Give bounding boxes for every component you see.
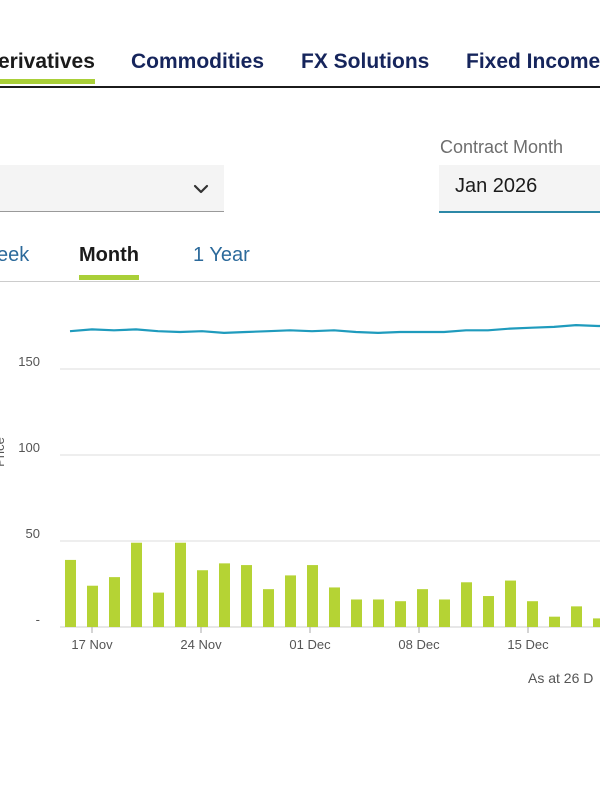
nav-tab-label: Fixed Income: [466, 50, 600, 73]
volume-bar: [329, 587, 340, 627]
volume-bar: [351, 599, 362, 627]
volume-bar: [109, 577, 120, 627]
volume-bar: [285, 575, 296, 627]
volume-bar: [461, 582, 472, 627]
nav-tab-label: Commodities: [131, 50, 265, 73]
nav-tab-fixed-income[interactable]: Fixed Income: [466, 50, 600, 74]
volume-bar: [527, 601, 538, 627]
x-tick-label: 15 Dec: [507, 637, 549, 652]
active-range-indicator: [79, 275, 139, 280]
range-tab-label: Month: [79, 244, 139, 266]
volume-bar: [175, 542, 186, 627]
price-volume-chart: - 50 100 150 Price 17 Nov 24 Nov 01 Dec 08 Dec 15…: [0, 323, 600, 652]
x-tick-label: 01 Dec: [289, 637, 331, 652]
y-tick-label: 150: [18, 354, 40, 369]
volume-bar: [505, 580, 516, 627]
volume-bar: [395, 601, 406, 627]
volume-bar: [87, 585, 98, 627]
contract-month-value: Jan 2026: [455, 175, 538, 197]
chevron-down-icon: [193, 184, 209, 194]
nav-tab-commodities[interactable]: Commodities: [131, 50, 264, 74]
volume-bar: [219, 563, 230, 627]
contract-month-select[interactable]: Jan 2026: [439, 165, 600, 213]
range-tab-1-year[interactable]: 1 Year: [193, 244, 250, 267]
volume-bar: [373, 599, 384, 627]
nav-tab-label: erivatives: [0, 50, 95, 73]
y-tick-label: 100: [18, 440, 40, 455]
nav-tab-fx-solutions[interactable]: FX Solutions: [301, 50, 429, 74]
volume-bar: [197, 570, 208, 627]
active-tab-indicator: [0, 79, 95, 84]
range-tab-label: eek: [0, 244, 30, 266]
volume-bar: [483, 596, 494, 627]
volume-bar: [593, 618, 600, 627]
volume-bar: [571, 606, 582, 627]
range-tab-week[interactable]: eek: [0, 244, 29, 267]
y-axis-label: Price: [0, 437, 7, 467]
x-tick-label: 17 Nov: [71, 637, 113, 652]
volume-bar: [65, 559, 76, 627]
range-tab-label: 1 Year: [193, 244, 250, 266]
volume-bar: [307, 565, 318, 627]
top-navigation: erivatives Commodities FX Solutions Fixe…: [0, 0, 600, 88]
volume-bar: [241, 565, 252, 627]
y-tick-label: 50: [26, 526, 40, 541]
product-select[interactable]: [0, 165, 224, 212]
volume-bar: [417, 589, 428, 627]
price-line: [69, 323, 600, 335]
contract-month-label: Contract Month: [440, 137, 564, 157]
volume-bar: [153, 592, 164, 627]
range-tab-month[interactable]: Month: [79, 244, 139, 280]
tabs-divider: [0, 281, 600, 282]
nav-tab-derivatives[interactable]: erivatives: [0, 50, 95, 84]
x-tick-label: 24 Nov: [180, 637, 222, 652]
as-at-timestamp: As at 26 D: [528, 670, 594, 686]
nav-tab-label: FX Solutions: [301, 50, 430, 73]
x-tick-label: 08 Dec: [398, 637, 440, 652]
volume-bar: [439, 599, 450, 627]
y-tick-label: -: [36, 612, 40, 627]
volume-bar: [549, 616, 560, 627]
volume-bar: [131, 542, 142, 627]
volume-bar: [263, 589, 274, 627]
